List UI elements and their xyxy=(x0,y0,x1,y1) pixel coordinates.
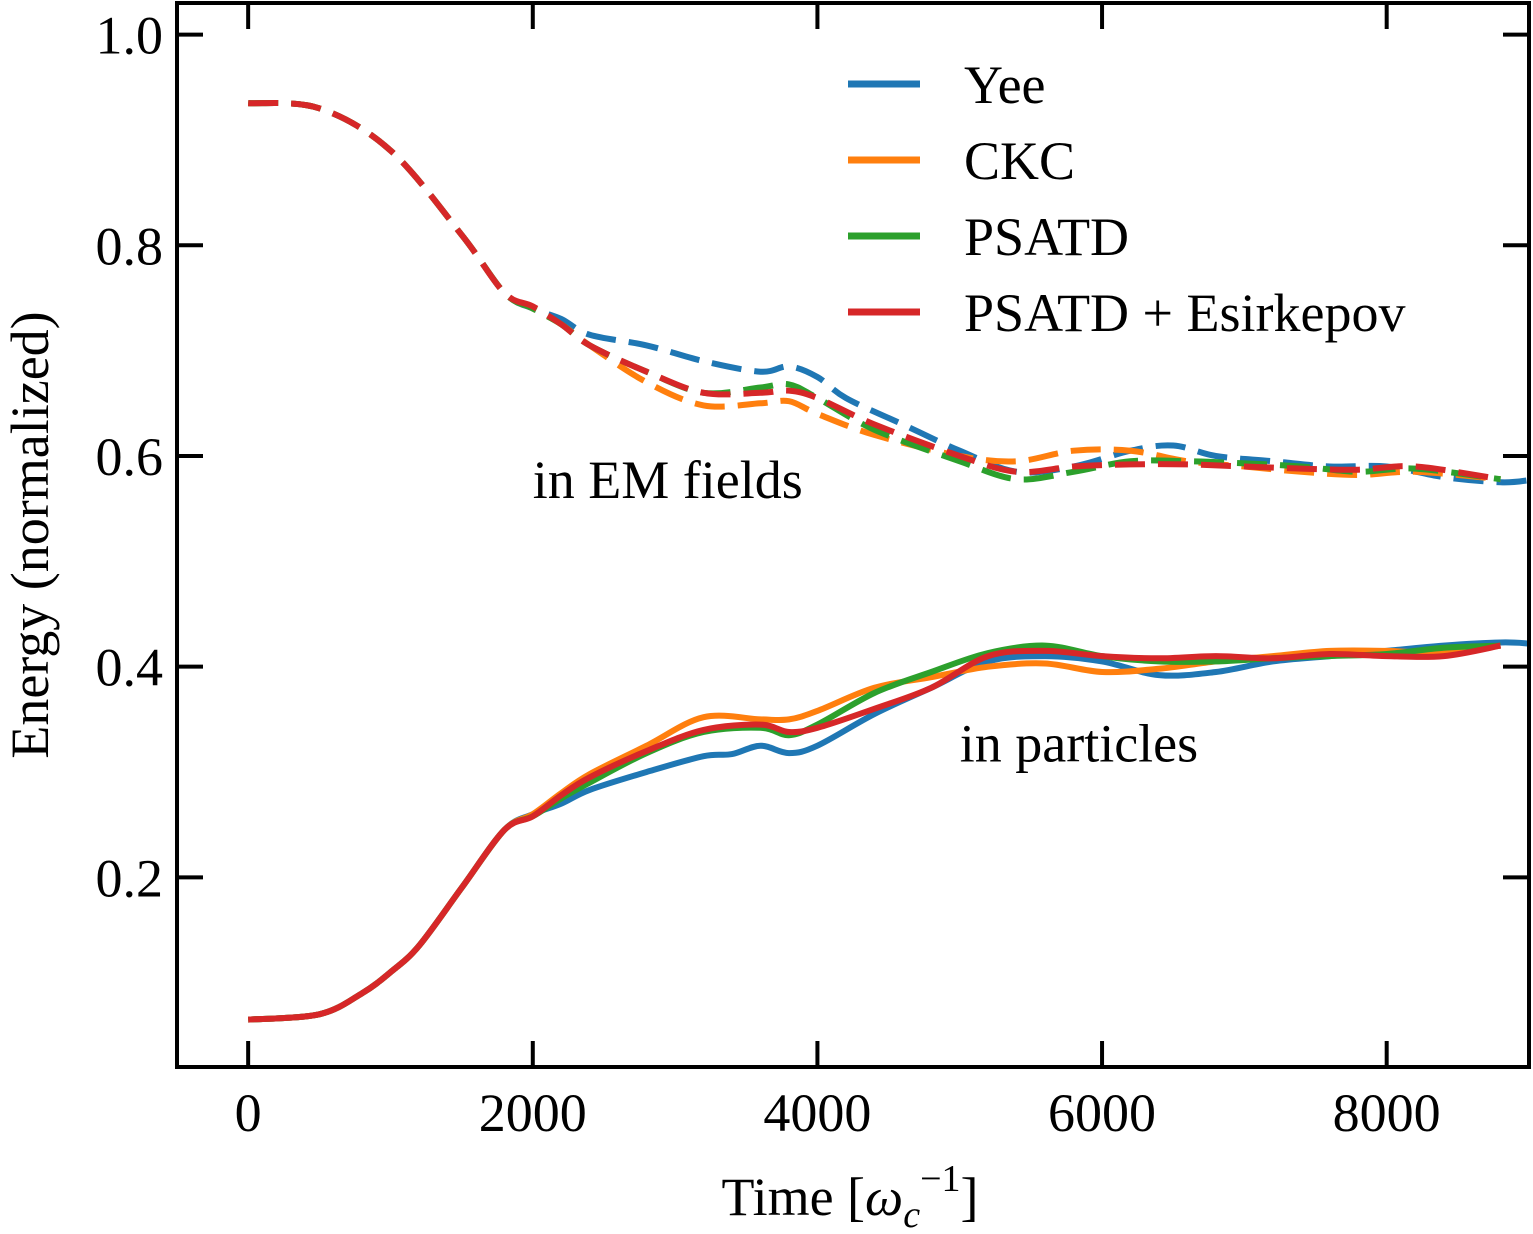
x-tick-label: 2000 xyxy=(479,1083,587,1143)
y-tick-label: 0.6 xyxy=(96,427,164,487)
x-axis-label-sup: −1 xyxy=(920,1158,960,1200)
legend-label: PSATD + Esirkepov xyxy=(964,283,1405,343)
series-line-fields-psatd xyxy=(247,100,1501,483)
y-tick-label: 0.4 xyxy=(96,638,164,698)
annotation-label: in particles xyxy=(960,713,1198,773)
legend-label: PSATD xyxy=(964,207,1129,267)
x-axis-label-sub: c xyxy=(903,1194,920,1234)
x-tick-label: 4000 xyxy=(763,1083,871,1143)
series-line-particles-ckc xyxy=(247,642,1501,1023)
y-axis-label: Energy (normalized) xyxy=(0,311,60,758)
series-line-particles-yee xyxy=(247,639,1529,1023)
legend-label: CKC xyxy=(964,131,1075,191)
series-line-fields-psatd-esirkepov xyxy=(247,100,1501,483)
y-tick-label: 1.0 xyxy=(96,6,164,66)
annotations: in EM fields in particles xyxy=(533,450,1198,773)
x-axis-label-end: ] xyxy=(961,1167,979,1227)
legend: Yee CKC PSATD PSATD + Esirkepov xyxy=(848,55,1405,343)
x-axis-label-main: Time [ xyxy=(722,1167,866,1227)
legend-label: Yee xyxy=(964,55,1046,115)
x-axis-label-symbol: ω xyxy=(865,1167,903,1227)
x-tick-label: 0 xyxy=(235,1083,262,1143)
ticks-layer: 0 2000 4000 6000 8000 0.2 0.4 0.6 0.8 1.0 xyxy=(96,3,1529,1143)
annotation-label: in EM fields xyxy=(533,450,803,510)
x-axis-label: Time [ωc−1] xyxy=(722,1158,979,1234)
plot-frame xyxy=(175,1,1531,1069)
y-tick-label: 0.2 xyxy=(96,848,164,908)
series-line-particles-psatd xyxy=(247,642,1501,1023)
x-tick-label: 8000 xyxy=(1333,1083,1441,1143)
series-layer xyxy=(247,100,1529,1023)
y-tick-label: 0.8 xyxy=(96,216,164,276)
series-line-particles-psatd-esirkepov xyxy=(247,642,1502,1023)
x-tick-label: 6000 xyxy=(1048,1083,1156,1143)
